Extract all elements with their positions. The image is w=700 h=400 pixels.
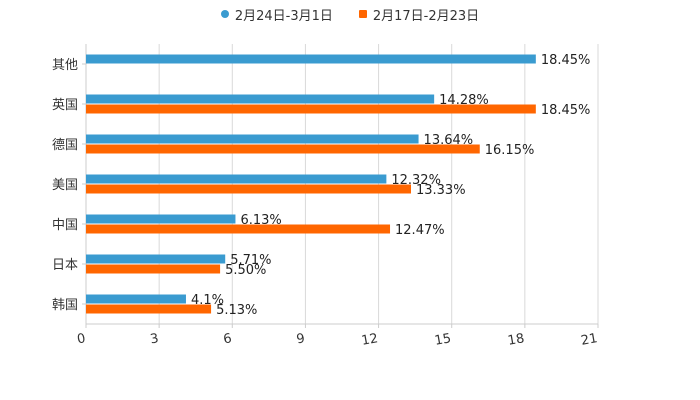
bar-series-2[interactable] [86, 184, 411, 194]
data-label: 4.1% [191, 293, 224, 308]
category-label: 英国 [52, 98, 78, 113]
x-tick-label: 6 [222, 331, 233, 347]
x-tick-label: 15 [434, 331, 453, 349]
x-tick-label: 0 [76, 331, 87, 347]
bar-series-2[interactable] [86, 144, 480, 154]
data-label: 13.33% [416, 183, 466, 198]
legend-marker-series-2-icon [358, 10, 367, 18]
x-tick-label: 9 [295, 331, 306, 347]
data-label: 16.15% [485, 143, 535, 158]
data-label: 6.13% [240, 213, 281, 228]
category-label: 德国 [52, 138, 78, 153]
category-label: 美国 [52, 178, 78, 193]
legend: 2月24日-3月1日 2月17日-2月23日 [0, 4, 700, 24]
category-label: 其他 [52, 58, 78, 73]
data-label: 12.32% [391, 173, 441, 188]
bar-series-2[interactable] [86, 224, 391, 234]
x-tick-label: 18 [507, 331, 526, 349]
bar-series-1[interactable] [86, 294, 186, 304]
bar-series-2[interactable] [86, 264, 221, 274]
data-label: 18.45% [541, 53, 591, 68]
data-label: 5.13% [216, 303, 257, 318]
bar-series-1[interactable] [86, 134, 419, 144]
legend-item-series-1[interactable]: 2月24日-3月1日 [220, 5, 333, 24]
legend-marker-series-1-icon [220, 10, 229, 18]
data-label: 13.64% [424, 133, 474, 148]
data-label: 18.45% [541, 103, 591, 118]
bar-series-1[interactable] [86, 254, 226, 264]
x-tick-label: 12 [360, 331, 379, 349]
x-tick-label: 21 [580, 331, 599, 349]
category-label: 中国 [52, 218, 78, 233]
category-label: 韩国 [52, 298, 78, 313]
bar-series-1[interactable] [86, 174, 387, 184]
bar-series-1[interactable] [86, 54, 536, 64]
legend-label-series-2: 2月17日-2月23日 [372, 8, 480, 24]
data-label: 5.50% [225, 263, 266, 278]
bar-series-1[interactable] [86, 94, 435, 104]
legend-label-series-1: 2月24日-3月1日 [234, 8, 333, 24]
bar-series-1[interactable] [86, 214, 236, 224]
data-label: 12.47% [395, 223, 445, 238]
category-label: 日本 [52, 258, 78, 273]
data-label: 14.28% [439, 93, 489, 108]
bar-series-2[interactable] [86, 304, 212, 314]
data-label: 5.71% [230, 253, 271, 268]
bar-series-2[interactable] [86, 104, 536, 114]
legend-item-series-2[interactable]: 2月17日-2月23日 [358, 5, 480, 24]
x-tick-label: 3 [149, 331, 160, 347]
